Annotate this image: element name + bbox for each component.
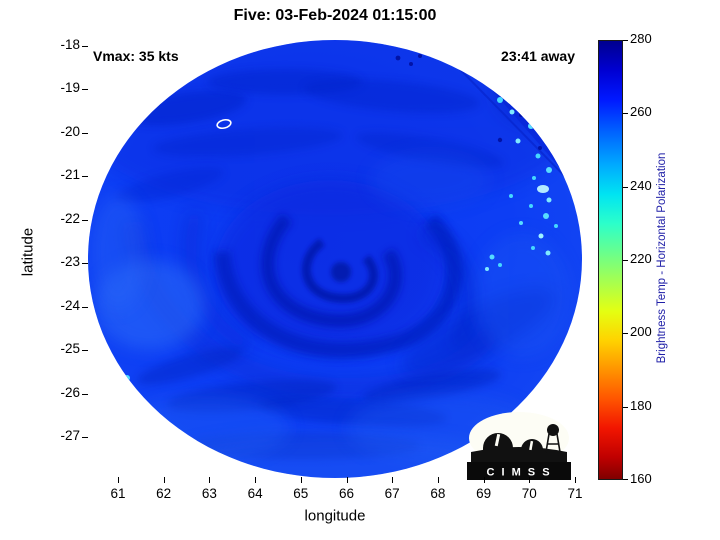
small-dome-slit bbox=[529, 440, 534, 451]
x-tick-label: 62 bbox=[156, 486, 172, 501]
x-tick-label: 69 bbox=[476, 486, 492, 501]
white-contour-ring bbox=[216, 118, 232, 130]
y-tick-label: -22 bbox=[60, 210, 80, 226]
y-tick-label: -26 bbox=[60, 384, 80, 400]
x-tick-label: 65 bbox=[293, 486, 309, 501]
y-tick-label: -21 bbox=[60, 167, 80, 183]
y-tick-mark bbox=[82, 306, 88, 308]
y-tick-label: -19 bbox=[60, 80, 80, 96]
tower-legs bbox=[545, 433, 561, 453]
colorbar-tick-label: 220 bbox=[630, 251, 652, 266]
eta-annotation: 23:41 away bbox=[501, 48, 575, 64]
x-tick-mark bbox=[575, 477, 576, 483]
colorbar-gradient bbox=[598, 40, 623, 480]
colorbar-tick-label: 200 bbox=[630, 324, 652, 340]
x-tick-mark bbox=[118, 477, 119, 483]
dome-slit bbox=[494, 433, 501, 447]
colorbar-tick-mark bbox=[623, 333, 628, 335]
x-tick-mark bbox=[163, 477, 165, 483]
x-axis-label: longitude bbox=[304, 507, 366, 525]
colorbar-tick-label: 260 bbox=[630, 104, 652, 120]
colorbar-tick-label: 180 bbox=[630, 397, 652, 413]
colorbar-tick-label: 280 bbox=[630, 31, 652, 46]
water-tower-icon bbox=[547, 424, 559, 436]
y-tick-label: -20 bbox=[60, 123, 80, 139]
y-tick-mark bbox=[82, 219, 88, 221]
colorbar-tick-label: 160 bbox=[630, 471, 652, 486]
x-tick-label: 61 bbox=[110, 486, 126, 501]
colorbar-tick-label: 240 bbox=[630, 177, 652, 193]
x-tick-mark bbox=[346, 477, 348, 483]
vmax-annotation: Vmax: 35 kts bbox=[93, 48, 179, 64]
y-tick-mark bbox=[82, 132, 88, 134]
colorbar-tick-mark bbox=[623, 113, 628, 115]
x-tick-mark bbox=[255, 477, 257, 483]
x-tick-mark bbox=[209, 477, 211, 483]
plot-title: Five: 03-Feb-2024 01:15:00 bbox=[233, 7, 437, 24]
x-tick-mark bbox=[437, 477, 439, 483]
y-tick-mark bbox=[82, 46, 88, 47]
x-tick-label: 68 bbox=[430, 486, 446, 501]
colorbar-tick-mark bbox=[623, 40, 628, 41]
x-tick-label: 66 bbox=[338, 486, 355, 501]
x-tick-mark bbox=[300, 477, 302, 483]
colorbar-tick-mark bbox=[623, 260, 628, 261]
y-tick-label: -23 bbox=[60, 254, 80, 270]
x-tick-mark bbox=[392, 477, 394, 483]
colorbar-tick-mark bbox=[623, 479, 628, 480]
y-tick-mark bbox=[82, 436, 88, 438]
y-tick-label: -24 bbox=[60, 297, 80, 313]
y-tick-mark bbox=[82, 350, 88, 352]
y-tick-mark bbox=[82, 263, 88, 265]
logo-text-bar bbox=[467, 462, 571, 480]
y-tick-mark bbox=[82, 89, 88, 91]
cimss-logo-art: C I M S S bbox=[467, 412, 571, 480]
x-tick-mark bbox=[529, 477, 531, 483]
y-tick-label: -27 bbox=[60, 427, 80, 443]
colorbar-tick-mark bbox=[623, 186, 628, 188]
y-axis-label: latitude bbox=[19, 227, 37, 277]
cimss-logo: C I M S S bbox=[467, 412, 571, 480]
logo-text: C I M S S bbox=[486, 467, 551, 479]
x-tick-mark bbox=[483, 477, 485, 483]
x-tick-label: 67 bbox=[384, 486, 400, 501]
x-tick-label: 64 bbox=[247, 486, 263, 501]
y-tick-label: -25 bbox=[60, 341, 80, 357]
x-tick-label: 70 bbox=[521, 486, 537, 501]
x-tick-label: 63 bbox=[201, 486, 217, 501]
colorbar-tick-mark bbox=[623, 406, 628, 408]
y-tick-label: -18 bbox=[60, 37, 80, 52]
x-tick-label: 71 bbox=[567, 486, 583, 501]
y-tick-mark bbox=[82, 176, 88, 178]
y-tick-mark bbox=[82, 393, 88, 395]
